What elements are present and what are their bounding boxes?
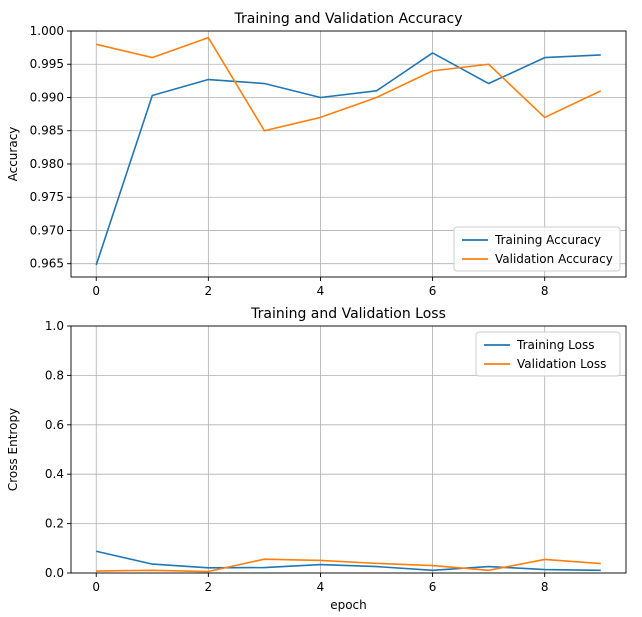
x-tick-label: 0 [92, 580, 100, 594]
series-line-2 [96, 36, 602, 132]
y-tick-label: 0.0 [45, 566, 64, 580]
y-tick-label: 0.8 [45, 368, 64, 382]
chart-title: Training and Validation Accuracy [234, 11, 463, 27]
x-axis-label: epoch [330, 598, 367, 612]
x-tick-label: 6 [429, 580, 437, 594]
y-tick-label: 0.980 [30, 157, 64, 171]
axes-frame [70, 30, 627, 278]
y-tick-label: 1.000 [30, 24, 64, 38]
legend-entry: Validation Loss [517, 357, 606, 371]
chart-1: 0 2 4 6 8 0.965 0.970 0.975 0.980 0.985 0.990 0.995… [6, 11, 627, 298]
y-tick-label: 0.975 [30, 190, 64, 204]
legend-entry: Training Loss [516, 338, 594, 352]
legend-box [453, 226, 621, 272]
legend: Training Loss Validation Loss [475, 331, 621, 377]
legend: Training Accuracy Validation Accuracy [453, 226, 621, 272]
y-tick-label: 0.4 [45, 467, 64, 481]
y-tick-label: 0.970 [30, 223, 64, 237]
axes-frame [70, 325, 627, 574]
y-tick-label: 0.985 [30, 124, 64, 138]
y-tick-label: 0.6 [45, 418, 64, 432]
y-tick-label: 1.0 [45, 319, 64, 333]
series-line-1 [96, 550, 601, 572]
y-tick-label: 0.995 [30, 57, 64, 71]
legend-entry: Validation Accuracy [495, 252, 613, 266]
x-tick-label: 4 [317, 580, 325, 594]
x-tick-label: 0 [92, 284, 100, 298]
chart-2: 0 2 4 6 8 0.0 0.2 0.4 0.6 0.8 1.0 Training and Vali… [6, 306, 627, 612]
y-axis-label: Accuracy [6, 127, 20, 182]
series-line-1 [95, 52, 601, 266]
y-axis-label: Cross Entropy [6, 408, 20, 491]
series-line-2 [96, 558, 601, 573]
y-tick-label: 0.990 [30, 90, 64, 104]
x-tick-label: 4 [317, 284, 325, 298]
y-tick-label: 0.965 [30, 257, 64, 271]
x-tick-label: 2 [205, 284, 213, 298]
x-tick-label: 6 [429, 284, 437, 298]
y-tick-label: 0.2 [45, 517, 64, 531]
x-tick-label: 8 [541, 580, 549, 594]
legend-box [475, 331, 621, 377]
x-tick-label: 2 [205, 580, 213, 594]
x-tick-label: 8 [541, 284, 549, 298]
legend-entry: Training Accuracy [494, 233, 601, 247]
chart-title: Training and Validation Loss [250, 306, 446, 322]
